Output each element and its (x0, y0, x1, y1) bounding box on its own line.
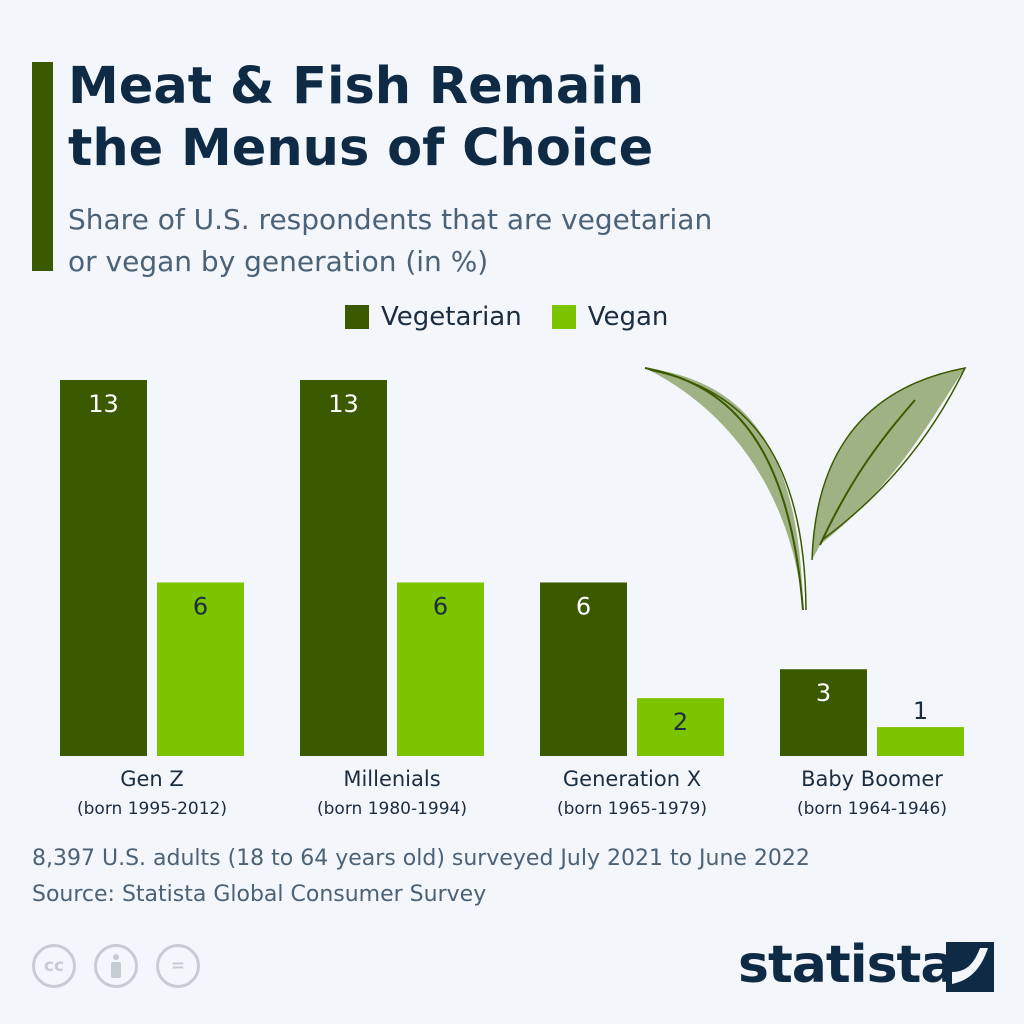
legend-swatch-vegan (551, 305, 576, 329)
bar-vegan-2 (637, 698, 724, 756)
bar-vegan-0 (157, 582, 244, 756)
legend-item-vegetarian: Vegetarian (345, 302, 522, 332)
bar-vegetarian-2 (540, 582, 627, 756)
subtitle-line-1: Share of U.S. respondents that are veget… (68, 203, 713, 236)
cc-icon-text: cc (43, 956, 65, 976)
source-note: Source: Statista Global Consumer Survey (32, 882, 487, 907)
bar-vegetarian-0 (60, 380, 147, 756)
data-label: 13 (88, 390, 119, 418)
x-tick-sublabel: (born 1965-1979) (557, 799, 707, 819)
data-label: 1 (913, 697, 928, 725)
statista-logo-mark (946, 942, 994, 992)
legend: Vegetarian Vegan (345, 302, 698, 332)
leaf-illustration (644, 366, 967, 611)
x-tick-label: Baby Boomer (801, 767, 943, 791)
title-line-1: Meat & Fish Remain (68, 57, 645, 116)
x-tick-label: Millenials (343, 767, 440, 791)
chart-subtitle: Share of U.S. respondents that are veget… (68, 199, 712, 283)
subtitle-line-2: or vegan by generation (in %) (68, 245, 489, 278)
x-tick-label: Generation X (563, 767, 701, 791)
legend-swatch-vegetarian (345, 305, 369, 329)
legend-label-vegan: Vegan (587, 302, 669, 332)
bar-vegetarian-1 (300, 380, 387, 756)
data-label: 6 (433, 592, 448, 620)
x-tick-sublabel: (born 1980-1994) (317, 799, 467, 819)
x-tick-sublabel: (born 1995-2012) (77, 799, 227, 819)
bar-vegan-1 (397, 582, 484, 756)
no-derivatives-icon[interactable]: = (156, 944, 200, 988)
cc-icon[interactable]: cc (32, 944, 76, 988)
title-accent-bar (32, 62, 53, 271)
data-label: 6 (193, 592, 208, 620)
bar-vegetarian-3 (780, 669, 867, 756)
statista-logo[interactable]: statista (738, 935, 955, 995)
data-label: 6 (576, 592, 591, 620)
data-label: 2 (673, 708, 688, 736)
legend-label-vegetarian: Vegetarian (381, 302, 522, 332)
nd-icon-text: = (170, 956, 186, 976)
person-glyph (111, 954, 121, 978)
data-label: 3 (816, 679, 831, 707)
x-tick-sublabel: (born 1964-1946) (797, 799, 947, 819)
x-tick-label: Gen Z (120, 767, 184, 791)
title-line-2: the Menus of Choice (68, 119, 654, 178)
chart-title: Meat & Fish Remain the Menus of Choice (68, 56, 653, 180)
bar-vegan-3 (877, 727, 964, 756)
data-label: 13 (328, 390, 359, 418)
legend-item-vegan: Vegan (551, 302, 669, 332)
attribution-icon[interactable] (94, 944, 138, 988)
footnote: 8,397 U.S. adults (18 to 64 years old) s… (32, 846, 810, 871)
